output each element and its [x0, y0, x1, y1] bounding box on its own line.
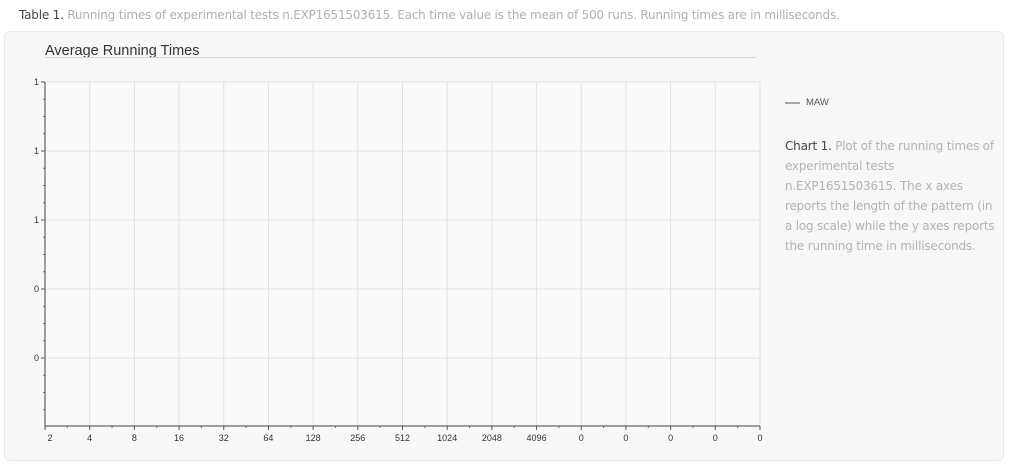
x-tick-label: 64	[263, 433, 273, 443]
y-tick-label: 0	[34, 284, 39, 294]
x-tick-label: 2	[47, 433, 52, 443]
x-tick-label: 512	[395, 433, 410, 443]
x-tick-label: 8	[132, 433, 137, 443]
y-tick-label: 1	[34, 215, 39, 225]
x-tick-label: 32	[219, 433, 229, 443]
x-tick-label: 16	[174, 433, 184, 443]
x-tick-label: 0	[668, 433, 673, 443]
chart-caption-lead: Chart 1.	[785, 139, 832, 153]
table-caption-text: Running times of experimental tests n.EX…	[67, 8, 840, 22]
y-tick-label: 0	[34, 353, 39, 363]
x-tick-label: 0	[757, 433, 762, 443]
x-tick-label: 0	[579, 433, 584, 443]
chart-title: Average Running Times	[45, 43, 200, 59]
y-tick-label: 1	[34, 146, 39, 156]
x-tick-label: 0	[623, 433, 628, 443]
title-divider	[45, 57, 756, 58]
chart-caption: Chart 1. Plot of the running times of ex…	[785, 136, 1003, 256]
x-tick-label: 4096	[527, 433, 547, 443]
x-tick-label: 4	[87, 433, 92, 443]
x-tick-label: 128	[306, 433, 321, 443]
x-tick-label: 0	[713, 433, 718, 443]
legend-label-maw: MAW	[806, 97, 829, 108]
legend-swatch-maw	[785, 101, 800, 104]
x-tick-label: 256	[350, 433, 365, 443]
legend[interactable]: MAW	[785, 97, 829, 108]
y-tick-label: 1	[34, 77, 39, 87]
x-tick-label: 1024	[437, 433, 457, 443]
table-caption: Table 1. Running times of experimental t…	[19, 8, 840, 22]
chart-caption-text: Plot of the running times of experimenta…	[785, 139, 995, 253]
table-caption-lead: Table 1.	[19, 8, 64, 22]
x-tick-label: 2048	[482, 433, 502, 443]
